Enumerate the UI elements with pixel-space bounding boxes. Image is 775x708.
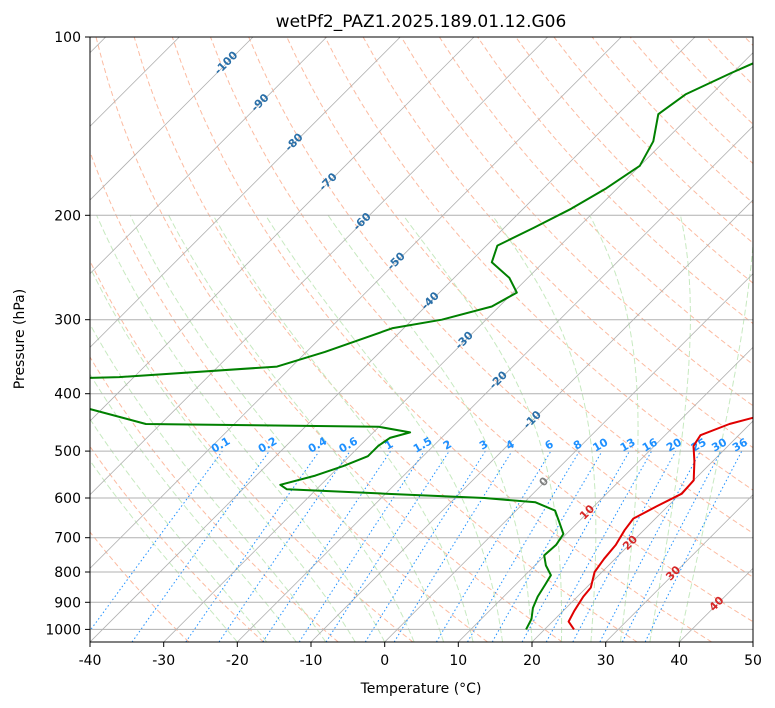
- dewpoint-profile-line: [90, 62, 753, 630]
- x-tick-label: 10: [449, 653, 467, 669]
- y-tick-label: 500: [54, 444, 81, 460]
- y-axis-title: Pressure (hPa): [12, 289, 28, 389]
- dry-adiabat-line: [171, 37, 712, 642]
- y-tick-label: 200: [54, 208, 81, 224]
- x-tick-label: -10: [300, 653, 323, 669]
- mixing-ratio-line: [325, 450, 450, 642]
- mixing-ratio-line: [545, 450, 653, 642]
- isotherm-line: [90, 37, 327, 275]
- mixing-ratio-line: [131, 450, 270, 642]
- isotherm-line: [531, 420, 753, 642]
- isotherm-line: [90, 37, 548, 496]
- moist-adiabat-line: [649, 215, 691, 642]
- moist-adiabat-line: [96, 215, 386, 642]
- x-tick-label: -40: [79, 653, 102, 669]
- moist-adiabat-line: [90, 266, 356, 642]
- dry-adiabat-line: [324, 37, 753, 491]
- isotherm-line: [237, 125, 753, 642]
- isotherm-line: [605, 494, 753, 642]
- profiles: [90, 62, 753, 630]
- moist-adiabat-line: [90, 373, 297, 642]
- moist-adiabat-line: [90, 323, 327, 642]
- isotherm-line: [163, 52, 753, 642]
- moist-adiabat-line: [327, 215, 533, 642]
- isotherm-line: [90, 37, 475, 422]
- moist-adiabat-line: [168, 215, 445, 642]
- reference-lines: [90, 37, 753, 642]
- isotherm-line: [310, 199, 753, 642]
- y-tick-label: 800: [54, 565, 81, 581]
- x-tick-label: -30: [152, 653, 175, 669]
- isotherm-line: [384, 273, 753, 642]
- isotherm-line: [90, 37, 696, 642]
- dry-adiabat-line: [248, 37, 753, 578]
- x-tick-label: 30: [597, 653, 615, 669]
- y-tick-label: 900: [54, 595, 81, 611]
- moist-adiabat-line: [90, 418, 268, 642]
- moist-adiabat-line: [90, 459, 238, 642]
- dry-adiabat-line: [90, 445, 264, 642]
- dry-adiabat-line: [438, 37, 753, 366]
- pressure-grid: [90, 37, 753, 630]
- mixing-ratio-line: [218, 450, 351, 642]
- x-tick-label: 40: [670, 653, 688, 669]
- y-tick-label: 300: [54, 313, 81, 329]
- moist-adiabat-line: [129, 215, 415, 642]
- x-axis-title: Temperature (°C): [360, 681, 482, 697]
- isotherm-line: [752, 641, 753, 642]
- temperature-profile-line: [567, 416, 753, 630]
- dry-adiabat-line: [90, 150, 488, 642]
- x-tick-label: 50: [744, 653, 762, 669]
- chart-title: wetPf2_PAZ1.2025.189.01.12.G06: [276, 12, 567, 32]
- moist-adiabat-line: [265, 215, 503, 642]
- y-tick-label: 400: [54, 387, 81, 403]
- mixing-ratio-line: [185, 450, 320, 642]
- y-tick-label: 1000: [45, 622, 81, 638]
- isotherm-line: [90, 37, 401, 348]
- x-tick-label: -20: [226, 653, 249, 669]
- moist-adiabat-line: [402, 215, 563, 642]
- moist-adiabat-line: [491, 215, 597, 642]
- mixing-ratio-line: [572, 450, 677, 642]
- y-tick-label: 100: [54, 30, 81, 46]
- isotherm-line: [90, 37, 622, 569]
- dry-adiabat-line: [133, 37, 638, 642]
- x-axis: -40 -30 -20 -10 0 10 20 30 40 50: [79, 642, 762, 669]
- dry-adiabat-line: [400, 37, 753, 407]
- mixing-ratio-line: [393, 450, 513, 642]
- mixing-ratio-line: [521, 450, 630, 642]
- x-tick-label: 20: [523, 653, 541, 669]
- dry-adiabat-line: [90, 531, 190, 642]
- y-axis: 100 200 300 400 500 600 700 800 900 1000: [45, 30, 90, 638]
- y-tick-label: 600: [54, 491, 81, 507]
- plot-area: [90, 37, 753, 642]
- mixing-ratio-line: [644, 450, 743, 642]
- plot-frame: [89, 36, 754, 643]
- dry-adiabat-line: [210, 37, 753, 623]
- mixing-ratio-line: [262, 450, 392, 642]
- dry-adiabat-line: [95, 37, 563, 642]
- x-tick-label: 0: [380, 653, 389, 669]
- dry-adiabat-line: [515, 37, 753, 284]
- mixing-ratio-line: [90, 450, 223, 632]
- moist-adiabat-line: [589, 215, 639, 642]
- moist-adiabat-line: [678, 238, 753, 642]
- moist-adiabat-line: [212, 215, 474, 642]
- isotherm-line: [90, 37, 254, 201]
- y-tick-label: 700: [54, 531, 81, 547]
- dry-adiabat-line: [90, 356, 339, 642]
